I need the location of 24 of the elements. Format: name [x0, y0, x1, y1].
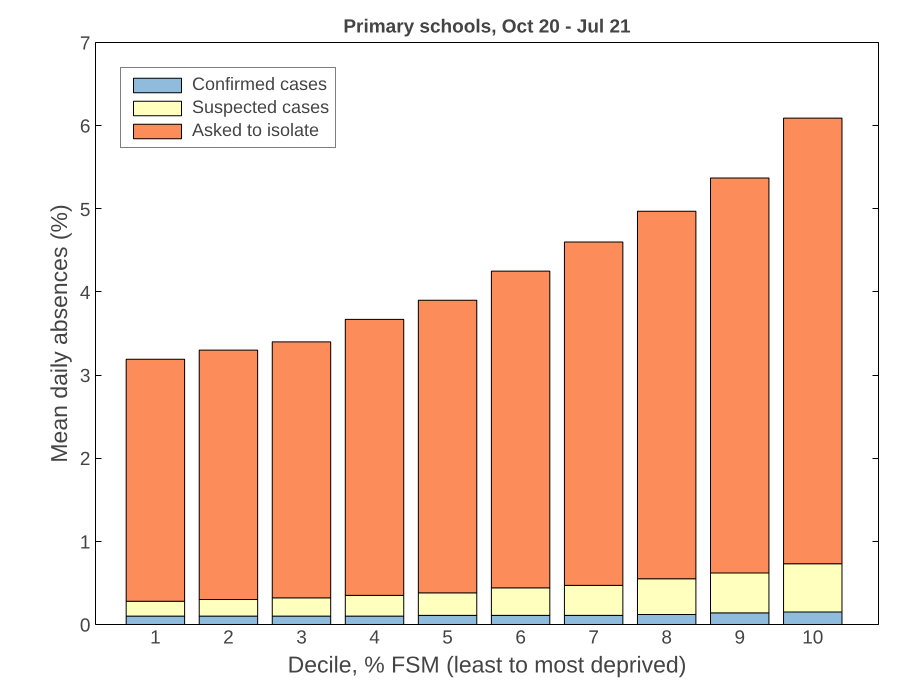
- legend-label: Suspected cases: [192, 97, 330, 118]
- y-tick-label: 6: [80, 116, 91, 138]
- legend-label: Asked to isolate: [192, 120, 320, 141]
- x-tick-label: 3: [296, 628, 307, 648]
- x-tick-label: 4: [369, 628, 380, 648]
- y-tick-label: 4: [80, 282, 91, 304]
- chart-title: Primary schools, Oct 20 - Jul 21: [343, 16, 632, 38]
- x-tick-label: 9: [734, 628, 746, 648]
- y-tick-label: 1: [80, 532, 91, 554]
- x-tick-label: 10: [802, 628, 824, 648]
- y-tick-label: 5: [80, 200, 91, 221]
- x-tick-label: 2: [223, 628, 234, 648]
- y-tick-label: 7: [80, 34, 91, 54]
- x-axis-title: Decile, % FSM (least to most deprived): [288, 652, 686, 678]
- x-tick-label: 5: [442, 628, 453, 648]
- y-tick-label: 2: [80, 449, 91, 470]
- legend-label: Confirmed cases: [192, 74, 328, 95]
- y-tick-label: 0: [80, 616, 91, 636]
- x-tick-label: 8: [661, 628, 672, 648]
- x-tick-label: 1: [150, 628, 161, 648]
- y-tick-label: 3: [80, 366, 91, 388]
- x-tick-label: 6: [515, 628, 526, 648]
- y-axis-title: Mean daily absences (%): [46, 204, 72, 463]
- x-tick-label: 7: [588, 628, 599, 648]
